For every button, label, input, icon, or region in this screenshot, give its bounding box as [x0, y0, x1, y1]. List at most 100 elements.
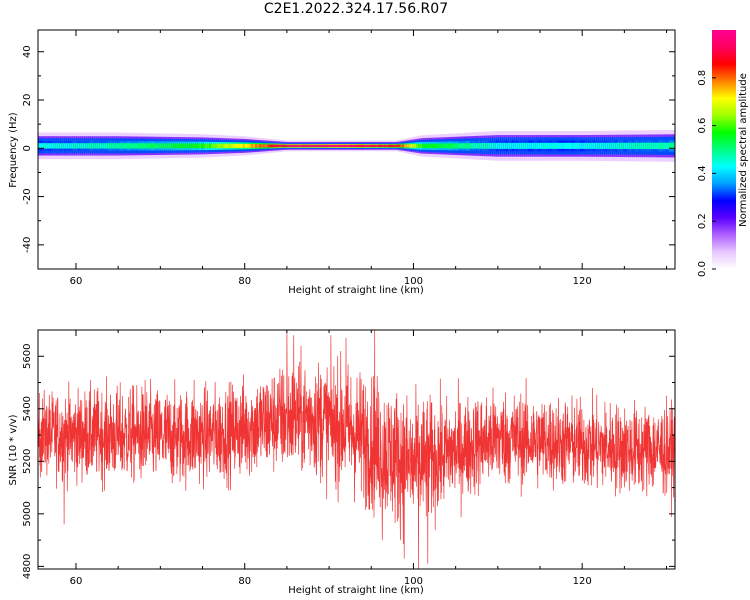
heatmap-cell: [380, 144, 383, 147]
spectrogram-ticks: 60 80 100 120 -40 -20 0 20 40: [22, 30, 675, 287]
heatmap-cell: [195, 143, 198, 149]
heatmap-cell: [205, 143, 208, 149]
spectrogram-ytick-label: -20: [22, 188, 33, 204]
snr-ytick-label: 4800: [22, 554, 33, 579]
heatmap-cell: [392, 144, 395, 147]
heatmap-cell: [374, 144, 378, 147]
heatmap-cell: [316, 144, 320, 147]
heatmap-cell: [543, 142, 547, 149]
heatmap-cell: [555, 142, 559, 149]
heatmap-cell: [229, 143, 232, 148]
heatmap-cell: [360, 144, 364, 147]
heatmap-cell: [320, 144, 324, 147]
heatmap-cell: [428, 143, 431, 149]
heatmap-cell: [456, 143, 459, 149]
heatmap-cell: [647, 142, 650, 150]
heatmap-cell: [394, 144, 397, 147]
heatmap-cell: [245, 143, 248, 148]
heatmap-cell: [432, 143, 435, 149]
heatmap-cell: [573, 142, 577, 149]
heatmap-cell: [215, 143, 218, 149]
heatmap-cell: [199, 143, 202, 149]
heatmap-cell: [213, 143, 216, 149]
heatmap-cell: [121, 143, 125, 149]
snr-ytick-label: 5000: [22, 501, 33, 526]
heatmap-cell: [545, 142, 549, 149]
heatmap-cell: [247, 143, 250, 148]
snr-xlabel: Height of straight line (km): [288, 585, 424, 596]
heatmap-cell: [79, 143, 83, 149]
heatmap-cell: [282, 144, 286, 148]
heatmap-cell: [426, 143, 429, 149]
heatmap-cell: [611, 142, 614, 149]
heatmap-cell: [491, 142, 495, 149]
heatmap-cell: [147, 143, 151, 149]
heatmap-cell: [298, 144, 302, 147]
heatmap-cell: [635, 142, 638, 150]
heatmap-cell: [308, 144, 312, 147]
heatmap-cell: [483, 142, 487, 149]
chart-title: C2E1.2022.324.17.56.R07: [263, 1, 449, 17]
heatmap-cell: [547, 142, 551, 149]
heatmap-cell: [597, 142, 600, 149]
heatmap-cell: [410, 144, 413, 148]
heatmap-cell: [613, 142, 616, 149]
heatmap-cell: [479, 143, 483, 149]
heatmap-cell: [406, 144, 409, 148]
snr-ytick-label: 5200: [22, 449, 33, 474]
heatmap-cell: [583, 142, 587, 149]
heatmap-cell: [137, 143, 141, 149]
spectrogram-ytick-label: -40: [22, 237, 33, 253]
heatmap-cell: [446, 143, 449, 149]
heatmap-cell: [595, 142, 598, 149]
heatmap-cell: [501, 142, 505, 149]
heatmap-cell: [272, 144, 276, 148]
heatmap-cell: [95, 143, 99, 149]
heatmap-cell: [181, 143, 184, 149]
heatmap-cell: [91, 143, 95, 149]
heatmap-cell: [71, 143, 75, 149]
heatmap-cell: [487, 142, 491, 149]
heatmap-cell: [358, 144, 362, 147]
heatmap-cell: [262, 144, 266, 148]
heatmap-cell: [651, 142, 654, 150]
heatmap-cell: [119, 143, 123, 149]
heatmap-cell: [517, 142, 521, 149]
heatmap-cell: [225, 143, 228, 149]
heatmap-cell: [589, 142, 592, 149]
heatmap-cell: [340, 144, 344, 147]
snr-ticks: 60 80 100 120 4800 5000 5200 5400 5600: [22, 329, 675, 587]
heatmap-cell: [300, 144, 304, 147]
heatmap-cell: [601, 142, 604, 149]
heatmap-cell: [603, 142, 606, 149]
heatmap-cell: [75, 143, 79, 149]
heatmap-cell: [85, 143, 89, 149]
heatmap-cell: [143, 143, 147, 149]
spectrogram-xtick-label: 80: [238, 276, 251, 287]
heatmap-cell: [344, 144, 348, 147]
heatmap-cell: [87, 143, 91, 149]
heatmap-cell: [129, 143, 133, 149]
heatmap-cell: [525, 142, 529, 149]
heatmap-cell: [565, 142, 569, 149]
heatmap-cell: [368, 144, 372, 147]
heatmap-cell: [567, 142, 571, 149]
heatmap-cell: [81, 143, 85, 149]
heatmap-cell: [125, 143, 129, 149]
heatmap-cell: [243, 143, 246, 148]
snr-xtick-label: 80: [238, 576, 251, 587]
heatmap-cell: [113, 143, 117, 149]
heatmap-cell: [254, 144, 258, 148]
heatmap-cell: [123, 143, 127, 149]
heatmap-cell: [388, 144, 391, 147]
heatmap-cell: [671, 142, 674, 150]
heatmap-cell: [448, 143, 451, 149]
heatmap-cell: [346, 144, 350, 147]
heatmap-cell: [342, 144, 346, 147]
spectrogram-ytick-label: 0: [22, 145, 33, 151]
heatmap-cell: [418, 143, 421, 148]
heatmap-cell: [617, 142, 620, 149]
heatmap-cell: [673, 142, 675, 150]
heatmap-cell: [473, 143, 477, 149]
heatmap-cell: [302, 144, 306, 147]
